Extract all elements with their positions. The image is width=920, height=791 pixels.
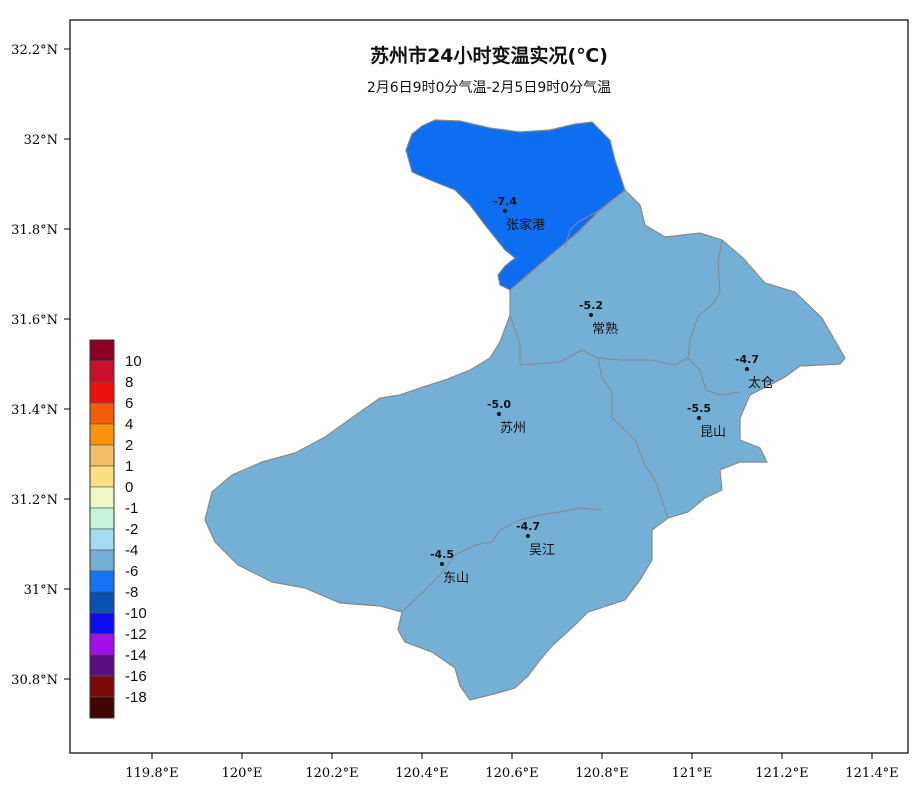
legend-label: -18: [125, 689, 147, 706]
legend-swatch: [89, 612, 115, 635]
station-value: -4.7: [735, 353, 759, 366]
station-dot: [697, 416, 701, 420]
lat-tick-label: 31.6°N: [11, 313, 58, 328]
station-value: -4.5: [430, 548, 454, 561]
lon-tick-label: 120.4°E: [395, 766, 448, 781]
lat-tick-label: 32.2°N: [11, 43, 58, 58]
station-name: 常熟: [592, 321, 618, 337]
station-dot: [745, 367, 749, 371]
station-value: -4.7: [516, 520, 540, 533]
legend-label: 6: [125, 395, 133, 412]
legend-swatch: [89, 591, 115, 614]
lat-tick-label: 31.2°N: [11, 493, 58, 508]
legend-swatch: [89, 423, 115, 446]
legend-label: -1: [125, 500, 138, 517]
map-subtitle: 2月6日9时0分气温-2月5日9时0分气温: [367, 80, 611, 96]
legend-label: 4: [125, 416, 133, 433]
legend-swatch: [89, 381, 115, 404]
station-name: 昆山: [700, 425, 726, 440]
map-frame: [69, 19, 909, 754]
lon-tick-label: 120.6°E: [485, 766, 538, 781]
station-value: -5.5: [687, 402, 711, 415]
region-zhangjiagang: [405, 119, 626, 291]
legend-label: 1: [125, 458, 133, 475]
legend-swatch: [89, 528, 115, 551]
lat-tick-label: 32°N: [24, 133, 58, 148]
station-value: -5.2: [579, 299, 603, 312]
legend-swatch: [89, 570, 115, 593]
legend-label: -8: [125, 584, 138, 601]
legend-label: 8: [125, 374, 133, 391]
station-name: 张家港: [506, 217, 545, 233]
station-name: 太仓: [748, 376, 774, 391]
station-name: 吴江: [529, 543, 555, 558]
legend-swatch: [89, 549, 115, 572]
lon-tick-label: 119.8°E: [125, 766, 178, 781]
longitude-tick-group: 119.8°E 120°E 120.2°E 120.4°E 120.6°E 120.8°E…: [125, 753, 899, 781]
legend-border: [89, 339, 115, 719]
legend-label: -6: [125, 563, 138, 580]
legend-swatch: [89, 696, 115, 719]
lon-tick-label: 121.4°E: [845, 766, 898, 781]
legend-swatch: [89, 654, 115, 677]
legend-swatch: [89, 339, 115, 362]
station-dot: [503, 209, 507, 213]
legend-label: -10: [125, 605, 147, 622]
lat-tick-label: 31°N: [24, 583, 58, 598]
station-dot: [497, 412, 501, 416]
legend-swatch: [89, 507, 115, 530]
lon-tick-label: 120.8°E: [575, 766, 628, 781]
lat-tick-label: 30.8°N: [11, 673, 58, 688]
legend-swatch: [89, 360, 115, 383]
county-boundaries: [401, 209, 741, 613]
lon-tick-label: 120.2°E: [305, 766, 358, 781]
station-name: 苏州: [500, 420, 526, 436]
legend-swatch: [89, 465, 115, 488]
legend-label: 2: [125, 437, 133, 454]
legend-label: -4: [125, 542, 138, 559]
legend-label: -2: [125, 521, 138, 538]
legend-swatch: [89, 675, 115, 698]
lon-tick-label: 120°E: [222, 766, 263, 781]
legend-label: 10: [125, 353, 142, 370]
lat-tick-label: 31.8°N: [11, 223, 58, 238]
lat-tick-label: 31.4°N: [11, 403, 58, 418]
legend-label: -12: [125, 626, 147, 643]
legend-swatch: [89, 486, 115, 509]
station-dot: [440, 562, 444, 566]
station-value: -5.0: [487, 398, 511, 411]
legend-label: -14: [125, 647, 147, 664]
station-dot: [589, 313, 593, 317]
station-name: 东山: [443, 571, 469, 586]
legend-label: -16: [125, 668, 147, 685]
legend-swatch: [89, 633, 115, 656]
station-dot: [526, 534, 530, 538]
lon-tick-label: 121.2°E: [755, 766, 808, 781]
legend-swatch: [89, 444, 115, 467]
region-suzhou-main: [204, 189, 846, 701]
legend-label: 0: [125, 479, 133, 496]
latitude-tick-group: 32.2°N 32°N 31.8°N 31.6°N 31.4°N 31.2°N 31°N 30…: [11, 43, 70, 688]
station-group: -7.4 张家港 -5.2 常熟 -4.7 太仓 -5.0 苏州 -5.5 昆山 -4.7 吴江 -4.…: [430, 195, 774, 586]
legend-swatch: [89, 402, 115, 425]
map-title: 苏州市24小时变温实况(℃): [370, 44, 608, 67]
station-value: -7.4: [493, 195, 517, 208]
lon-tick-label: 121°E: [672, 766, 713, 781]
